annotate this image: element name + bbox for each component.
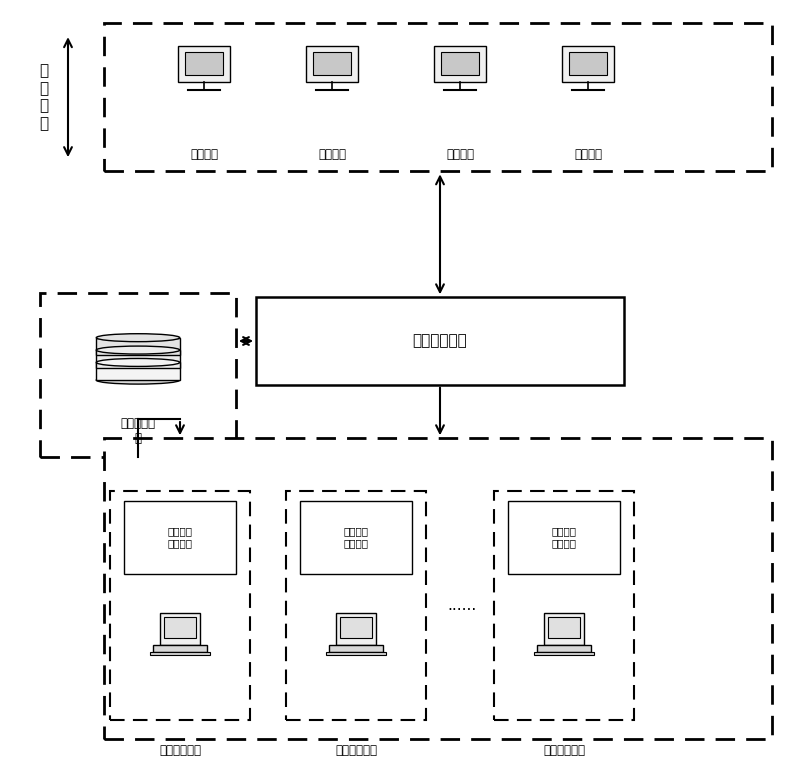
Text: 告警采集单元: 告警采集单元 <box>543 744 585 757</box>
FancyBboxPatch shape <box>548 617 580 639</box>
FancyBboxPatch shape <box>164 617 196 639</box>
FancyBboxPatch shape <box>104 23 772 171</box>
FancyBboxPatch shape <box>160 613 200 645</box>
FancyBboxPatch shape <box>150 652 210 655</box>
FancyBboxPatch shape <box>537 645 591 652</box>
FancyBboxPatch shape <box>153 645 207 652</box>
FancyBboxPatch shape <box>96 350 180 368</box>
FancyBboxPatch shape <box>314 53 350 75</box>
FancyBboxPatch shape <box>340 617 372 639</box>
FancyBboxPatch shape <box>286 491 426 720</box>
FancyBboxPatch shape <box>124 501 236 574</box>
FancyBboxPatch shape <box>329 645 383 652</box>
Text: 系统终端: 系统终端 <box>190 148 218 162</box>
FancyBboxPatch shape <box>300 501 412 574</box>
Text: ......: ...... <box>448 598 477 613</box>
FancyBboxPatch shape <box>326 652 386 655</box>
FancyBboxPatch shape <box>508 501 620 574</box>
Text: 告警处理单元: 告警处理单元 <box>413 334 467 348</box>
Ellipse shape <box>96 358 180 367</box>
Text: 告警采集
管理单元: 告警采集 管理单元 <box>167 527 193 548</box>
FancyBboxPatch shape <box>544 613 584 645</box>
Ellipse shape <box>96 346 180 354</box>
Text: 系统终端: 系统终端 <box>574 148 602 162</box>
FancyBboxPatch shape <box>336 613 376 645</box>
FancyBboxPatch shape <box>562 46 614 82</box>
Text: 系统主数据
库: 系统主数据 库 <box>121 417 155 444</box>
FancyBboxPatch shape <box>256 297 624 385</box>
Ellipse shape <box>96 376 180 384</box>
Text: 系统终端: 系统终端 <box>446 148 474 162</box>
FancyBboxPatch shape <box>434 46 486 82</box>
FancyBboxPatch shape <box>494 491 634 720</box>
FancyBboxPatch shape <box>186 53 222 75</box>
FancyBboxPatch shape <box>178 46 230 82</box>
Text: 告警采集
管理单元: 告警采集 管理单元 <box>551 527 577 548</box>
Text: 告警采集
管理单元: 告警采集 管理单元 <box>343 527 369 548</box>
FancyBboxPatch shape <box>306 46 358 82</box>
Text: 功
能
展
现: 功 能 展 现 <box>39 63 49 131</box>
FancyBboxPatch shape <box>40 293 236 457</box>
Text: 告警采集单元: 告警采集单元 <box>159 744 201 757</box>
FancyBboxPatch shape <box>96 363 180 380</box>
FancyBboxPatch shape <box>110 491 250 720</box>
FancyBboxPatch shape <box>96 338 180 355</box>
FancyBboxPatch shape <box>442 53 478 75</box>
Text: 系统终端: 系统终端 <box>318 148 346 162</box>
Text: 告警采集单元: 告警采集单元 <box>335 744 377 757</box>
FancyBboxPatch shape <box>570 53 606 75</box>
FancyBboxPatch shape <box>534 652 594 655</box>
Ellipse shape <box>96 334 180 341</box>
FancyBboxPatch shape <box>104 438 772 739</box>
